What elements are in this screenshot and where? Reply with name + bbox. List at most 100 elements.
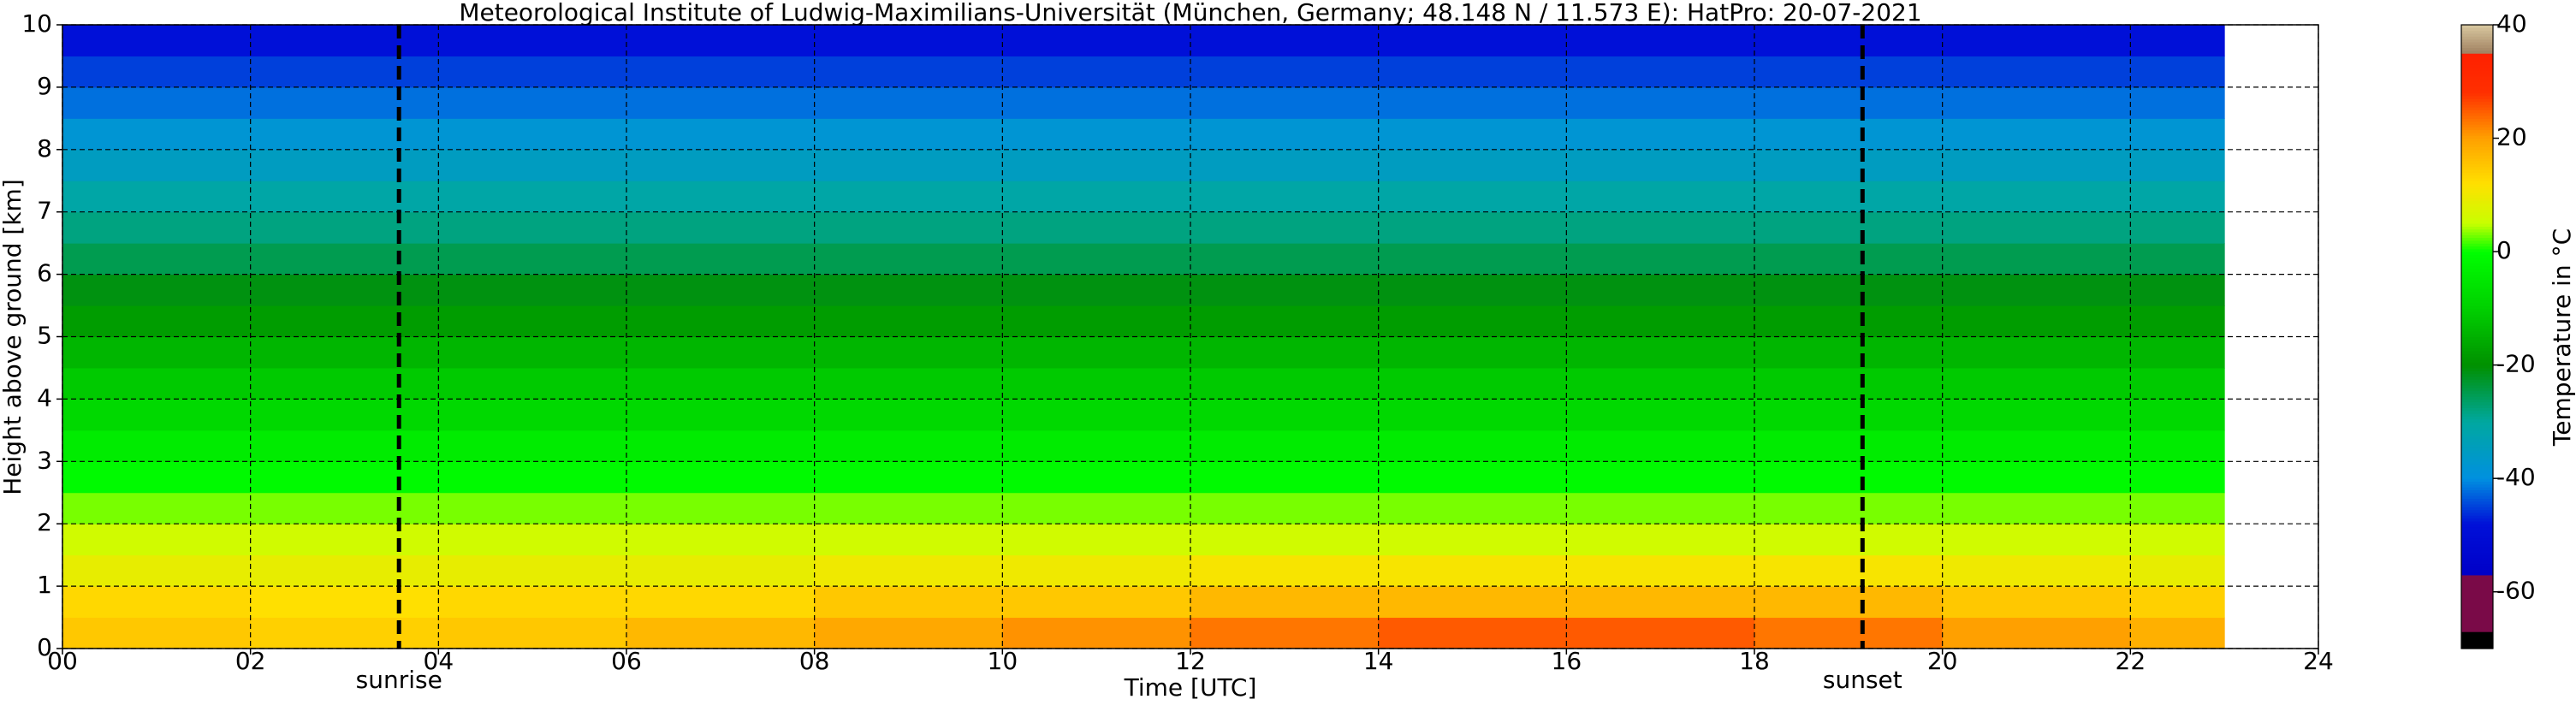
heatmap-cell: [626, 492, 816, 524]
heatmap-cell: [438, 586, 627, 619]
heatmap-cell: [1002, 336, 1191, 369]
x-tick-label: 22: [2116, 647, 2146, 675]
colorbar-segment: [2461, 532, 2493, 536]
colorbar-segment: [2461, 299, 2493, 304]
heatmap-cell: [1002, 118, 1191, 151]
colorbar-segment: [2461, 507, 2493, 511]
heatmap-cell: [1002, 274, 1191, 306]
colorbar-tick-label: 40: [2496, 9, 2527, 38]
colorbar-segment: [2461, 217, 2493, 222]
heatmap-cell: [814, 243, 1003, 275]
heatmap-cell: [1942, 461, 2131, 494]
colorbar-segment: [2461, 265, 2493, 270]
colorbar-segment: [2461, 631, 2493, 636]
heatmap-cell: [1378, 243, 1567, 275]
colorbar-segment: [2461, 330, 2493, 335]
colorbar-segment: [2461, 393, 2493, 397]
heatmap-cell: [250, 524, 439, 556]
colorbar-segment: [2461, 461, 2493, 465]
colorbar-segment: [2461, 313, 2493, 317]
heatmap-cell: [1566, 461, 1755, 494]
heatmap-cell: [1942, 211, 2131, 244]
heatmap-cell: [1566, 524, 1755, 556]
colorbar-segment: [2461, 572, 2493, 576]
colorbar-segment: [2461, 574, 2493, 578]
heatmap-cell: [438, 492, 627, 524]
x-tick-label: 04: [424, 647, 454, 675]
colorbar-segment: [2461, 597, 2493, 601]
heatmap-cell: [62, 524, 252, 556]
heatmap-cell: [62, 243, 252, 275]
colorbar-segment: [2461, 336, 2493, 341]
colorbar-segment: [2461, 44, 2493, 49]
heatmap-cell: [1566, 617, 1755, 649]
heatmap-cell: [626, 25, 816, 56]
heatmap-cell: [1566, 367, 1755, 400]
colorbar-segment: [2461, 489, 2493, 494]
colorbar-segment: [2461, 475, 2493, 479]
heatmap-cell: [2130, 305, 2225, 337]
colorbar-segment: [2461, 194, 2493, 198]
heatmap-cell: [1566, 181, 1755, 213]
heatmap-cell: [250, 586, 439, 619]
colorbar-segment: [2461, 595, 2493, 598]
heatmap-cell: [62, 461, 252, 494]
colorbar-segment: [2461, 64, 2493, 68]
heatmap-cell: [814, 430, 1003, 462]
heatmap-cell: [1942, 149, 2131, 181]
heatmap-cell: [1566, 86, 1755, 119]
colorbar-segment: [2461, 388, 2493, 392]
colorbar-segment: [2461, 186, 2493, 190]
plot-frame: [62, 24, 2319, 649]
colorbar-segment: [2461, 512, 2493, 516]
colorbar-tick-label: 0: [2496, 236, 2512, 264]
heatmap-cell: [1566, 305, 1755, 337]
colorbar-tick-label: 20: [2496, 123, 2527, 151]
heatmap-cell: [1942, 243, 2131, 275]
colorbar-segment: [2461, 359, 2493, 363]
colorbar-segment: [2461, 86, 2493, 91]
heatmap-cell: [814, 86, 1003, 119]
heatmap-cell: [250, 56, 439, 88]
colorbar-segment: [2461, 215, 2493, 218]
x-tick-label: 10: [988, 647, 1018, 675]
y-tick-label: 6: [37, 259, 52, 287]
heatmap-cell: [1754, 554, 1944, 587]
heatmap-cell: [438, 118, 627, 151]
colorbar-segment: [2461, 376, 2493, 380]
heatmap-cell: [2130, 430, 2225, 462]
heatmap-cell: [1190, 399, 1380, 431]
y-tick-label: 9: [37, 72, 52, 100]
heatmap-cell: [626, 399, 816, 431]
heatmap-cell: [1378, 305, 1567, 337]
colorbar-segment: [2461, 524, 2493, 528]
heatmap-cell: [2130, 617, 2225, 649]
heatmap-cell: [1378, 211, 1567, 244]
heatmap-cell: [1942, 336, 2131, 369]
colorbar-tick-label: -20: [2496, 350, 2536, 378]
heatmap-cell: [1378, 430, 1567, 462]
heatmap-cell: [1566, 25, 1755, 56]
colorbar-segment: [2461, 189, 2493, 193]
colorbar-segment: [2461, 450, 2493, 453]
heatmap-cell: [438, 336, 627, 369]
colorbar-segment: [2461, 297, 2493, 301]
heatmap-cell: [438, 56, 627, 88]
heatmap-cell: [1378, 56, 1567, 88]
colorbar-segment: [2461, 58, 2493, 62]
heatmap-cell: [1378, 181, 1567, 213]
x-axis-label: Time [UTC]: [1124, 673, 1257, 702]
heatmap-cell: [2130, 554, 2225, 587]
x-tick-label: 14: [1363, 647, 1394, 675]
heatmap-cell: [1002, 399, 1191, 431]
colorbar-segment: [2461, 334, 2493, 338]
heatmap-cell: [2130, 274, 2225, 306]
colorbar-segment: [2461, 608, 2493, 613]
colorbar-segment: [2461, 163, 2493, 168]
y-tick-label: 3: [37, 446, 52, 474]
colorbar-segment: [2461, 33, 2493, 37]
colorbar-segment: [2461, 317, 2493, 321]
heatmap-cell: [62, 274, 252, 306]
colorbar-segment: [2461, 248, 2493, 252]
colorbar-segment: [2461, 222, 2493, 227]
